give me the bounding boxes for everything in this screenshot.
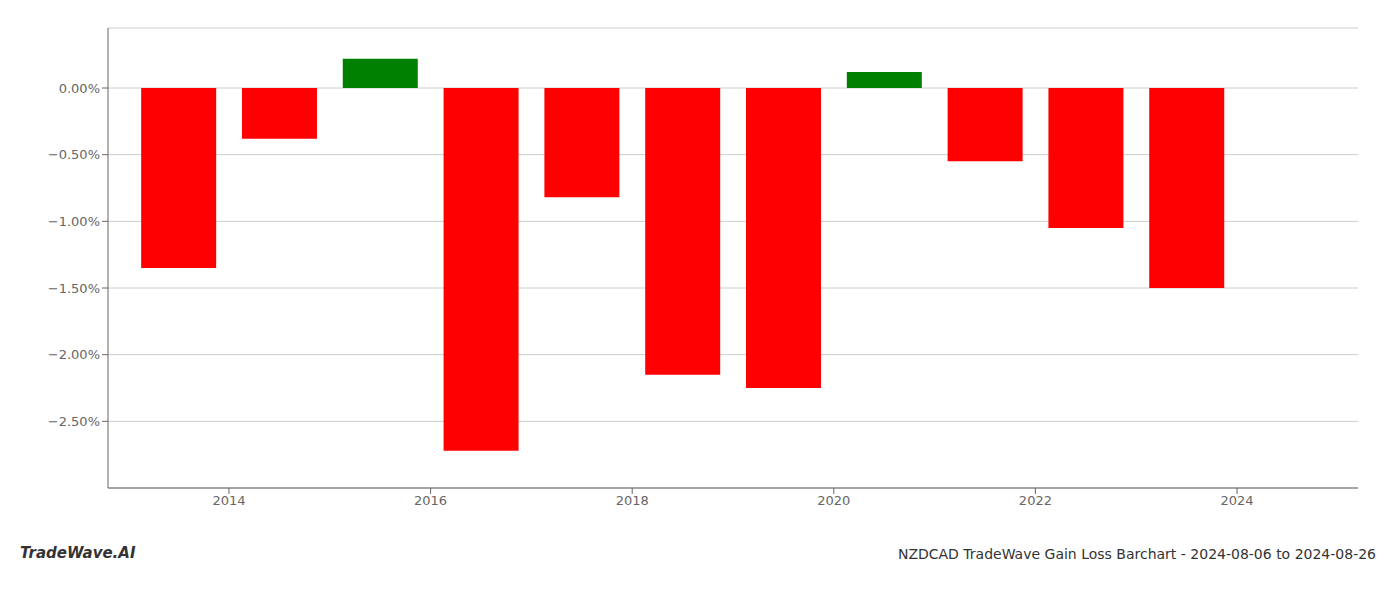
svg-text:2014: 2014 [212, 493, 245, 508]
svg-text:−2.00%: −2.00% [48, 347, 100, 362]
svg-text:2022: 2022 [1019, 493, 1052, 508]
html-text:TradeWave.AI: TradeWave.AI [20, 544, 136, 562]
svg-text:2024: 2024 [1220, 493, 1253, 508]
svg-text:−1.50%: −1.50% [48, 281, 100, 296]
svg-text:2018: 2018 [616, 493, 649, 508]
svg-text:−2.50%: −2.50% [48, 414, 100, 429]
svg-text:2016: 2016 [414, 493, 447, 508]
svg-text:−0.50%: −0.50% [48, 147, 100, 162]
html-text:NZDCAD TradeWave Gain Loss Bar: NZDCAD TradeWave Gain Loss Barchart - 20… [897, 546, 1376, 562]
svg-text:0.00%: 0.00% [59, 81, 100, 96]
svg-text:−1.00%: −1.00% [48, 214, 100, 229]
svg-text:2020: 2020 [817, 493, 850, 508]
